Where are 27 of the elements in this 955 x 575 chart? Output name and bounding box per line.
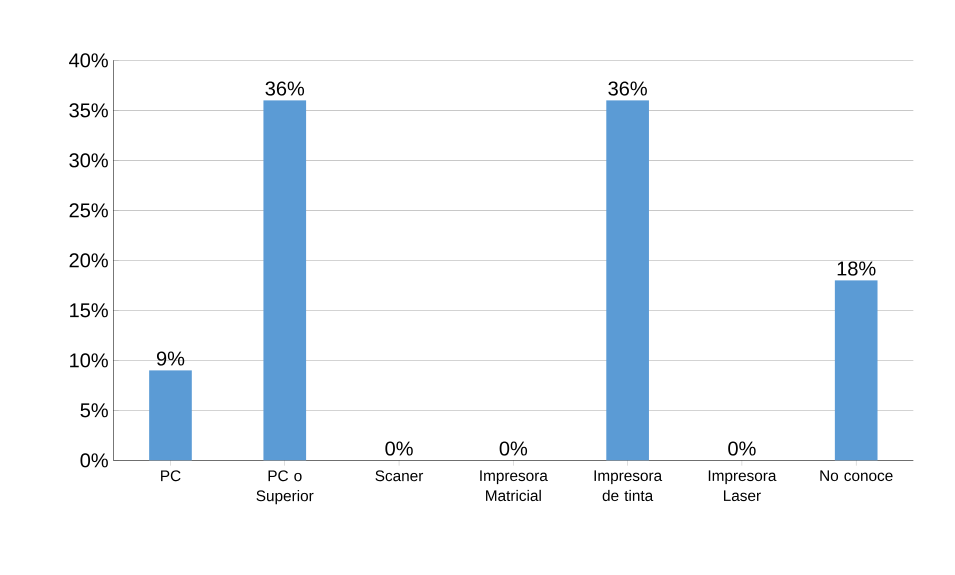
bar: [263, 100, 306, 460]
y-tick-label: 20%: [70, 253, 108, 268]
y-tick-label: 30%: [69, 153, 108, 168]
data-label: 0%: [728, 441, 756, 456]
x-tick-label: No conoce: [820, 470, 893, 482]
x-tick-label: Impresora Matricial: [480, 470, 548, 502]
y-tick-label: 0%: [80, 453, 108, 468]
y-tick-label: 15%: [70, 303, 108, 318]
bar: [606, 100, 649, 460]
y-tick-label: 35%: [69, 103, 108, 118]
y-tick-label: 5%: [80, 403, 108, 418]
x-tick-label: Scaner: [375, 470, 424, 482]
x-tick-label: Impresora Laser: [708, 470, 776, 502]
data-label: 9%: [156, 351, 184, 366]
x-tick-label: PC o Superior: [256, 470, 314, 504]
data-label: 18%: [838, 261, 876, 276]
x-tick-label: PC: [161, 470, 181, 482]
data-label: 0%: [385, 441, 413, 456]
data-label: 36%: [266, 81, 304, 96]
bar: [834, 280, 878, 460]
data-label: 36%: [608, 81, 647, 96]
y-tick-label: 40%: [69, 53, 108, 68]
bar: [149, 370, 192, 460]
x-tick-label: Impresora de tinta: [594, 470, 662, 502]
y-tick-label: 25%: [70, 203, 108, 218]
y-tick-label: 10%: [70, 353, 108, 368]
data-label: 0%: [500, 441, 528, 456]
